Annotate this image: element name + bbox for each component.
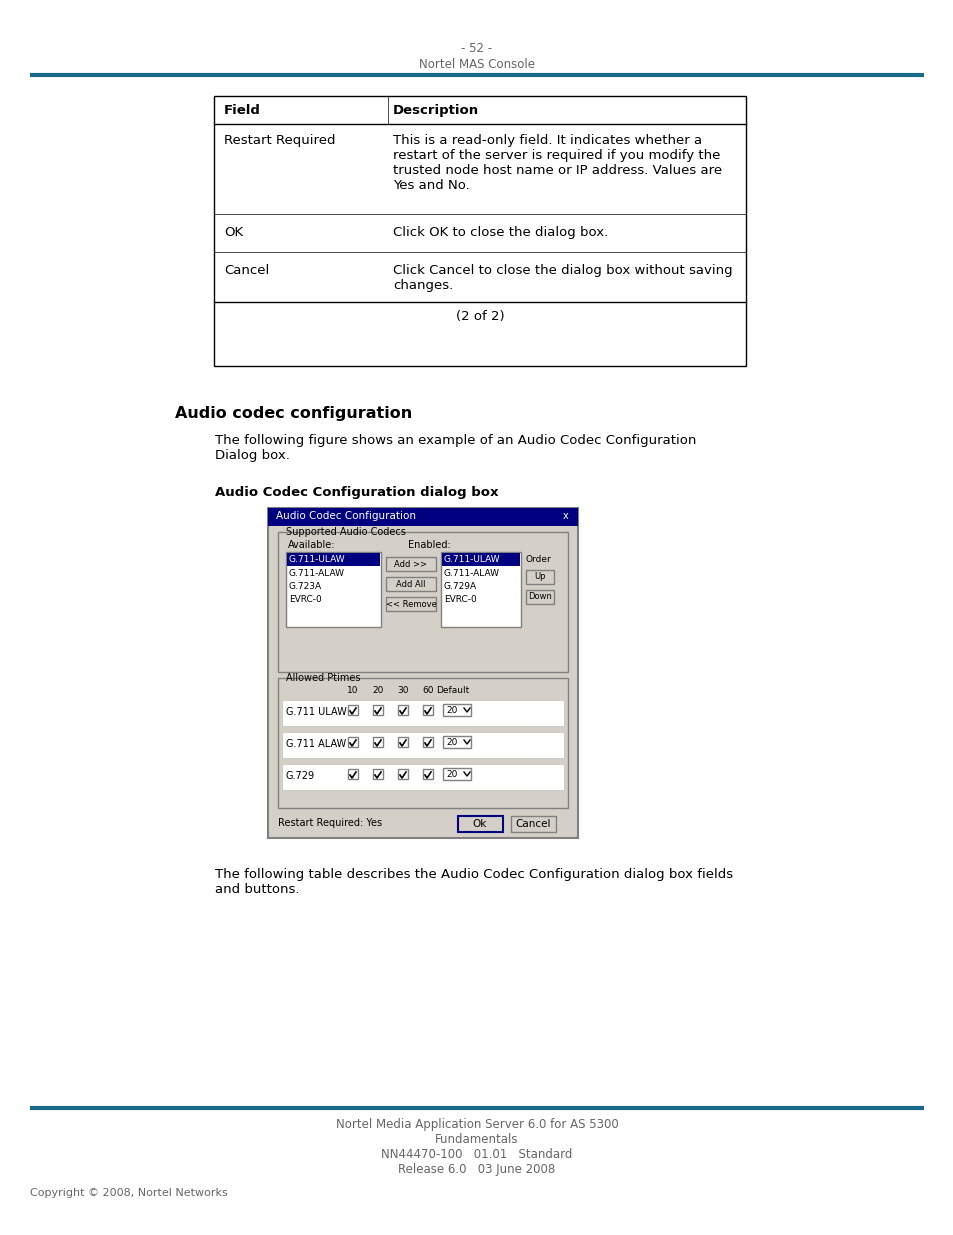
- Text: Audio Codec Configuration dialog box: Audio Codec Configuration dialog box: [214, 487, 498, 499]
- Text: Default: Default: [436, 685, 469, 695]
- Text: Cancel: Cancel: [515, 819, 550, 829]
- FancyBboxPatch shape: [441, 553, 519, 566]
- FancyBboxPatch shape: [286, 552, 380, 627]
- Text: << Remove: << Remove: [385, 600, 436, 609]
- Text: 10: 10: [347, 685, 358, 695]
- FancyBboxPatch shape: [373, 705, 382, 715]
- Text: G.711-ULAW: G.711-ULAW: [289, 555, 345, 564]
- FancyBboxPatch shape: [511, 816, 556, 832]
- Text: NN44470-100   01.01   Standard: NN44470-100 01.01 Standard: [381, 1149, 572, 1161]
- FancyBboxPatch shape: [457, 816, 502, 832]
- Text: 30: 30: [396, 685, 408, 695]
- Text: - 52 -: - 52 -: [461, 42, 492, 56]
- Text: The following figure shows an example of an Audio Codec Configuration
Dialog box: The following figure shows an example of…: [214, 433, 696, 462]
- FancyBboxPatch shape: [397, 705, 408, 715]
- Text: Available:: Available:: [288, 540, 335, 550]
- Text: OK: OK: [224, 226, 243, 240]
- FancyBboxPatch shape: [525, 590, 554, 604]
- Text: 60: 60: [422, 685, 434, 695]
- FancyBboxPatch shape: [397, 769, 408, 779]
- FancyBboxPatch shape: [213, 96, 745, 366]
- Text: Audio codec configuration: Audio codec configuration: [174, 406, 412, 421]
- FancyBboxPatch shape: [397, 737, 408, 747]
- FancyBboxPatch shape: [386, 557, 436, 571]
- Text: G.711-ALAW: G.711-ALAW: [289, 569, 345, 578]
- Text: 20: 20: [372, 685, 383, 695]
- Text: G.711 ULAW: G.711 ULAW: [286, 706, 346, 718]
- Text: G.729A: G.729A: [443, 582, 476, 592]
- FancyBboxPatch shape: [277, 678, 567, 808]
- Text: Order: Order: [525, 555, 551, 564]
- FancyBboxPatch shape: [440, 552, 520, 627]
- Text: EVRC-0: EVRC-0: [289, 595, 321, 604]
- Text: G.711-ULAW: G.711-ULAW: [443, 555, 500, 564]
- Text: Add >>: Add >>: [395, 559, 427, 569]
- FancyBboxPatch shape: [386, 597, 436, 611]
- FancyBboxPatch shape: [277, 532, 567, 672]
- Text: G.723A: G.723A: [289, 582, 322, 592]
- Text: Release 6.0   03 June 2008: Release 6.0 03 June 2008: [398, 1163, 555, 1176]
- FancyBboxPatch shape: [348, 769, 357, 779]
- FancyBboxPatch shape: [282, 732, 563, 758]
- Text: Cancel: Cancel: [224, 264, 269, 277]
- FancyBboxPatch shape: [268, 508, 578, 839]
- Text: Description: Description: [393, 104, 478, 117]
- FancyBboxPatch shape: [373, 769, 382, 779]
- FancyBboxPatch shape: [282, 700, 563, 726]
- Text: G.729: G.729: [286, 771, 314, 781]
- Text: 20: 20: [446, 739, 456, 747]
- Text: Down: Down: [528, 592, 552, 601]
- Text: G.711-ALAW: G.711-ALAW: [443, 569, 499, 578]
- FancyBboxPatch shape: [268, 508, 578, 526]
- FancyBboxPatch shape: [442, 736, 471, 748]
- Text: Click Cancel to close the dialog box without saving
changes.: Click Cancel to close the dialog box wit…: [393, 264, 732, 291]
- FancyBboxPatch shape: [442, 768, 471, 781]
- FancyBboxPatch shape: [348, 737, 357, 747]
- Text: Restart Required: Yes: Restart Required: Yes: [277, 818, 382, 827]
- FancyBboxPatch shape: [442, 704, 471, 716]
- FancyBboxPatch shape: [422, 769, 433, 779]
- Text: Nortel Media Application Server 6.0 for AS 5300: Nortel Media Application Server 6.0 for …: [335, 1118, 618, 1131]
- FancyBboxPatch shape: [348, 705, 357, 715]
- Text: Add All: Add All: [395, 580, 425, 589]
- Text: x: x: [562, 511, 568, 521]
- Text: Field: Field: [224, 104, 260, 117]
- Text: (2 of 2): (2 of 2): [456, 310, 504, 324]
- Text: Allowed Ptimes: Allowed Ptimes: [286, 673, 360, 683]
- FancyBboxPatch shape: [386, 577, 436, 592]
- Text: 20: 20: [446, 769, 456, 779]
- Text: Restart Required: Restart Required: [224, 135, 335, 147]
- Text: Enabled:: Enabled:: [408, 540, 450, 550]
- FancyBboxPatch shape: [422, 737, 433, 747]
- Text: Ok: Ok: [473, 819, 487, 829]
- Text: The following table describes the Audio Codec Configuration dialog box fields
an: The following table describes the Audio …: [214, 868, 732, 897]
- Text: Supported Audio Codecs: Supported Audio Codecs: [286, 527, 405, 537]
- Text: Fundamentals: Fundamentals: [435, 1132, 518, 1146]
- Text: Click OK to close the dialog box.: Click OK to close the dialog box.: [393, 226, 608, 240]
- Text: EVRC-0: EVRC-0: [443, 595, 476, 604]
- FancyBboxPatch shape: [525, 571, 554, 584]
- FancyBboxPatch shape: [282, 764, 563, 790]
- FancyBboxPatch shape: [373, 737, 382, 747]
- FancyBboxPatch shape: [287, 553, 379, 566]
- Text: Up: Up: [534, 572, 545, 580]
- Text: G.711 ALAW: G.711 ALAW: [286, 739, 346, 748]
- Text: 20: 20: [446, 706, 456, 715]
- Text: Copyright © 2008, Nortel Networks: Copyright © 2008, Nortel Networks: [30, 1188, 228, 1198]
- Text: Audio Codec Configuration: Audio Codec Configuration: [275, 511, 416, 521]
- Text: Nortel MAS Console: Nortel MAS Console: [418, 58, 535, 70]
- Text: This is a read-only field. It indicates whether a
restart of the server is requi: This is a read-only field. It indicates …: [393, 135, 721, 191]
- FancyBboxPatch shape: [422, 705, 433, 715]
